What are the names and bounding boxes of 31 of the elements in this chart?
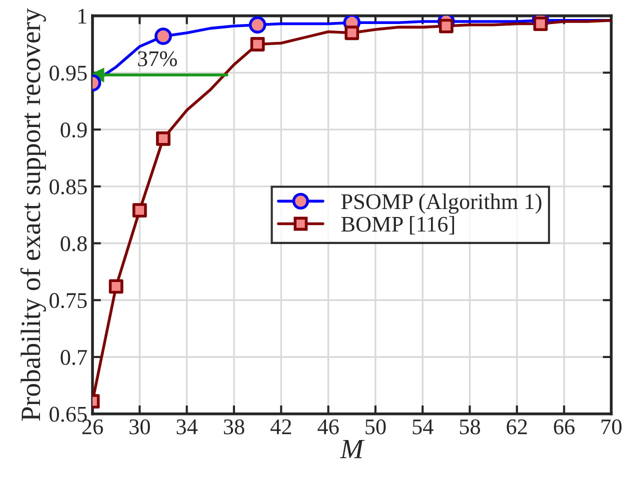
x-tick-label: 30 [130, 419, 150, 434]
legend-label: BOMP [116] [341, 216, 454, 234]
x-tick-label: 66 [554, 419, 575, 434]
x-tick-label: 62 [506, 419, 527, 434]
y-tick-label: 0.95 [50, 66, 87, 81]
legend-label: PSOMP (Algorithm 1) [341, 194, 542, 214]
x-tick-label: 38 [224, 419, 244, 434]
point [250, 37, 265, 52]
x-tick-label: 50 [366, 419, 386, 434]
annotation: 37% [138, 51, 177, 66]
x-tick-label: 54 [412, 420, 434, 434]
x-tick-label: 42 [270, 419, 292, 434]
x-tick-label: 58 [460, 419, 480, 434]
point [132, 203, 147, 218]
x-tick-label: 46 [318, 419, 339, 434]
point [154, 28, 172, 45]
point [344, 26, 360, 40]
y-tick-label: 0.8 [60, 236, 87, 252]
y-axis-title: Probability of exact support recovery [20, 8, 46, 421]
x-axis-title: M [340, 440, 365, 458]
y-tick-label: 0.9 [60, 122, 87, 138]
point [248, 16, 266, 34]
point [156, 131, 170, 146]
y-tick-label: 0.7 [60, 350, 87, 366]
y-tick-label: 0.75 [50, 293, 87, 308]
point [108, 279, 124, 294]
y-tick-label: 1 [78, 8, 86, 24]
x-tick-label: 34 [176, 419, 198, 434]
x-tick-label: 70 [602, 419, 622, 434]
y-tick-label: 0.85 [50, 179, 87, 194]
point [438, 18, 454, 34]
